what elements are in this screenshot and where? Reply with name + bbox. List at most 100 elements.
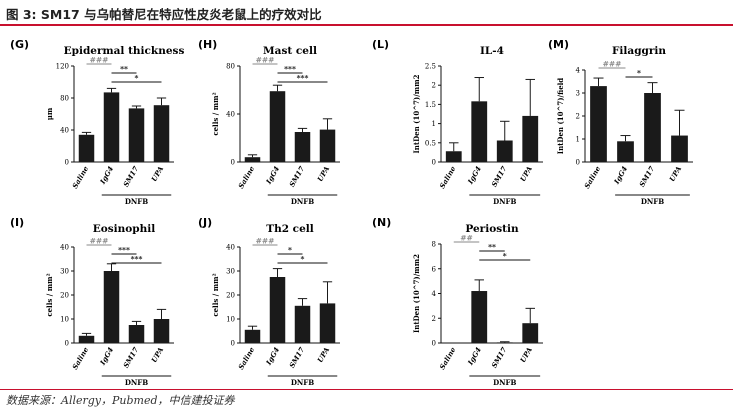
x-tick-label: UPA <box>518 164 534 183</box>
sig-label: * <box>637 69 641 78</box>
sig-label: * <box>135 74 139 83</box>
panel-letter: (M) <box>548 38 569 51</box>
bar <box>496 140 513 162</box>
y-tick-label: 0 <box>65 340 69 348</box>
x-tick-label: IgG4 <box>465 164 483 186</box>
bar <box>590 86 607 162</box>
x-tick-label: Saline <box>70 345 90 371</box>
y-tick-label: 4 <box>432 290 437 298</box>
y-tick-label: 3 <box>576 90 580 98</box>
chart-title: Periostin <box>465 223 519 235</box>
bar <box>103 271 120 343</box>
x-tick-label: UPA <box>149 164 165 183</box>
x-tick-label: SM17 <box>637 164 656 188</box>
chart-panel: (J) Th2 cell 0 10 20 30 40 cells / mm² Saline IgG… <box>198 216 340 387</box>
x-tick-label: IgG4 <box>263 164 281 186</box>
x-tick-label: IgG4 <box>465 345 483 367</box>
y-axis-label: IntDen (10^7)/field <box>556 78 565 155</box>
y-tick-label: 1 <box>432 120 436 128</box>
chart-title: Mast cell <box>263 45 317 57</box>
group-label: DNFB <box>291 378 314 387</box>
y-tick-label: 2 <box>432 82 436 90</box>
bar <box>319 129 336 162</box>
x-tick-label: UPA <box>149 345 165 364</box>
bar <box>269 277 286 343</box>
sig-label: *** <box>131 255 143 264</box>
bar <box>103 92 120 162</box>
y-tick-label: 30 <box>60 268 69 276</box>
y-tick-label: 2.5 <box>425 63 436 71</box>
y-axis-label: cells / mm² <box>211 273 220 316</box>
y-tick-label: 30 <box>226 268 235 276</box>
sig-label: ### <box>603 60 622 69</box>
y-tick-label: 0 <box>231 159 235 167</box>
x-tick-label: Saline <box>236 164 256 190</box>
x-tick-label: Saline <box>236 345 256 371</box>
y-tick-label: 40 <box>60 244 69 252</box>
bar <box>644 93 661 162</box>
y-axis-label: IntDen (10^7)/mm2 <box>412 74 421 153</box>
x-tick-label: SM17 <box>121 345 140 369</box>
sig-label: ### <box>90 56 109 65</box>
y-tick-label: 0 <box>432 340 436 348</box>
bar <box>319 303 336 343</box>
y-tick-label: 0.5 <box>425 139 436 147</box>
sig-label: * <box>301 255 305 264</box>
bar <box>294 132 311 162</box>
chart-panel: (G) Epidermal thickness 0 40 80 120 μm Saline Ig… <box>10 38 184 206</box>
chart-title: Th2 cell <box>266 223 313 235</box>
chart-title: Epidermal thickness <box>64 45 185 57</box>
x-tick-label: SM17 <box>121 164 140 188</box>
x-tick-label: UPA <box>518 345 534 364</box>
y-tick-label: 1 <box>576 136 580 144</box>
panel-letter: (G) <box>10 38 29 51</box>
y-tick-label: 40 <box>60 127 69 135</box>
x-tick-label: IgG4 <box>97 345 115 367</box>
panel-letter: (I) <box>10 216 24 229</box>
bar <box>153 319 170 343</box>
chart-panel: (N) Periostin 0 2 4 6 8 IntDen (10^7)/mm2 Saline… <box>372 216 543 387</box>
y-tick-label: 10 <box>226 316 235 324</box>
x-tick-label: Saline <box>437 164 457 190</box>
bar <box>269 91 286 162</box>
y-tick-label: 0 <box>65 159 69 167</box>
sig-label: ## <box>460 234 473 243</box>
x-tick-label: UPA <box>315 345 331 364</box>
y-tick-label: 0 <box>231 340 235 348</box>
group-label: DNFB <box>493 378 516 387</box>
y-tick-label: 120 <box>56 63 69 71</box>
group-label: DNFB <box>125 197 148 206</box>
x-tick-label: SM17 <box>489 164 508 188</box>
y-axis-label: μm <box>45 107 54 120</box>
group-label: DNFB <box>641 197 664 206</box>
y-tick-label: 40 <box>226 244 235 252</box>
sig-label: * <box>503 252 507 261</box>
sig-label: * <box>288 246 292 255</box>
bar <box>78 134 95 162</box>
bar <box>244 157 261 162</box>
bar <box>671 135 688 162</box>
y-tick-label: 4 <box>576 67 581 75</box>
title-rule <box>0 24 733 26</box>
y-tick-label: 1.5 <box>425 101 436 109</box>
y-tick-label: 20 <box>60 292 69 300</box>
sig-label: *** <box>118 246 130 255</box>
x-tick-label: Saline <box>437 345 457 371</box>
y-tick-label: 80 <box>60 95 69 103</box>
x-tick-label: SM17 <box>489 345 508 369</box>
y-tick-label: 6 <box>432 265 437 273</box>
bar <box>496 342 513 344</box>
bar <box>471 291 488 343</box>
sig-label: ### <box>256 56 275 65</box>
chart-title: Filaggrin <box>612 45 666 57</box>
x-tick-label: IgG4 <box>97 164 115 186</box>
bottom-rule <box>0 389 733 390</box>
sig-label: ### <box>256 237 275 246</box>
y-axis-label: cells / mm² <box>211 92 220 135</box>
y-tick-label: 0 <box>432 159 436 167</box>
x-tick-label: Saline <box>70 164 90 190</box>
y-tick-label: 2 <box>576 113 580 121</box>
chart-panel: (L) IL-4 0 0.5 1 1.5 2 2.5 IntDen (10^7)/mm2 Sali… <box>372 38 543 206</box>
bar <box>128 108 145 162</box>
